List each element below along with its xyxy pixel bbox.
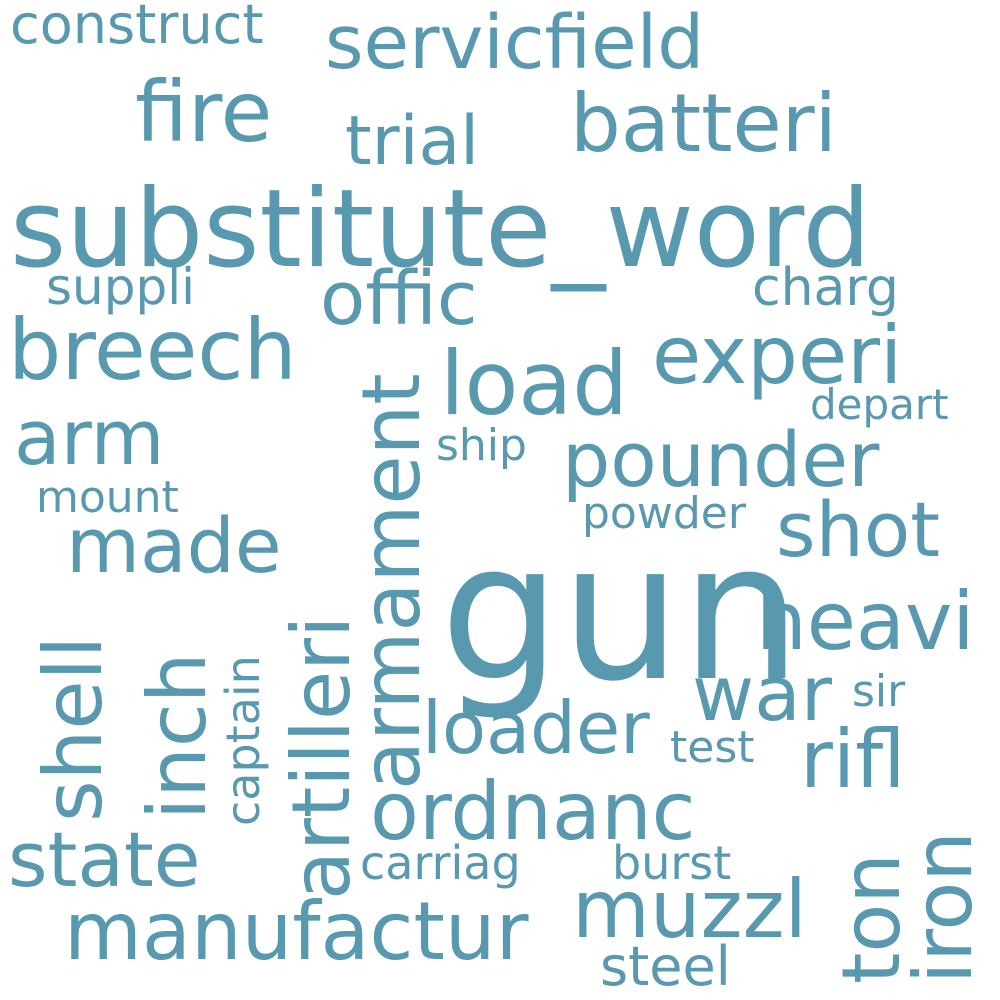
word-sir: sir (852, 666, 906, 717)
word-suppli: suppli (46, 258, 195, 316)
word-state: state (8, 815, 201, 904)
word-captain: captain (216, 655, 270, 826)
word-experi: experi (652, 309, 903, 402)
word-muzzl: muzzl (572, 863, 807, 956)
word-trial: trial (345, 102, 480, 181)
word-iron: iron (897, 830, 990, 984)
word-offic: offic (320, 256, 478, 342)
word-powder: powder (582, 488, 746, 539)
word-breech: breech (8, 301, 297, 399)
word-arm: arm (14, 393, 165, 482)
word-ship: ship (436, 420, 527, 471)
word-ordnanc: ordnanc (370, 765, 696, 858)
word-mount: mount (36, 472, 179, 523)
word-substitute-word: substitute_word (10, 167, 871, 292)
word-shot: shot (776, 485, 941, 574)
word-steel: steel (600, 935, 731, 998)
word-war: war (692, 649, 832, 738)
word-batteri: batteri (570, 77, 837, 170)
word-construct: construct (10, 0, 264, 56)
word-made: made (66, 501, 282, 590)
word-shell: shell (27, 635, 120, 822)
word-loader: loader (422, 686, 650, 770)
word-rifl: rifl (800, 713, 906, 806)
word-pounder: pounder (562, 415, 880, 504)
word-charg: charg (752, 258, 899, 318)
word-manufactur: manufactur (64, 885, 529, 978)
word-load: load (440, 332, 629, 435)
word-fire: fire (135, 63, 273, 161)
word-servicfield: servicfield (325, 0, 705, 86)
word-carriag: carriag (360, 836, 521, 890)
word-burst: burst (612, 836, 732, 890)
word-gun: gun (440, 502, 802, 723)
word-armament: armament (345, 373, 438, 790)
word-test: test (670, 722, 755, 773)
word-inch: inch (131, 652, 224, 820)
word-depart: depart (810, 380, 949, 429)
word-heavi: heavi (756, 575, 975, 668)
